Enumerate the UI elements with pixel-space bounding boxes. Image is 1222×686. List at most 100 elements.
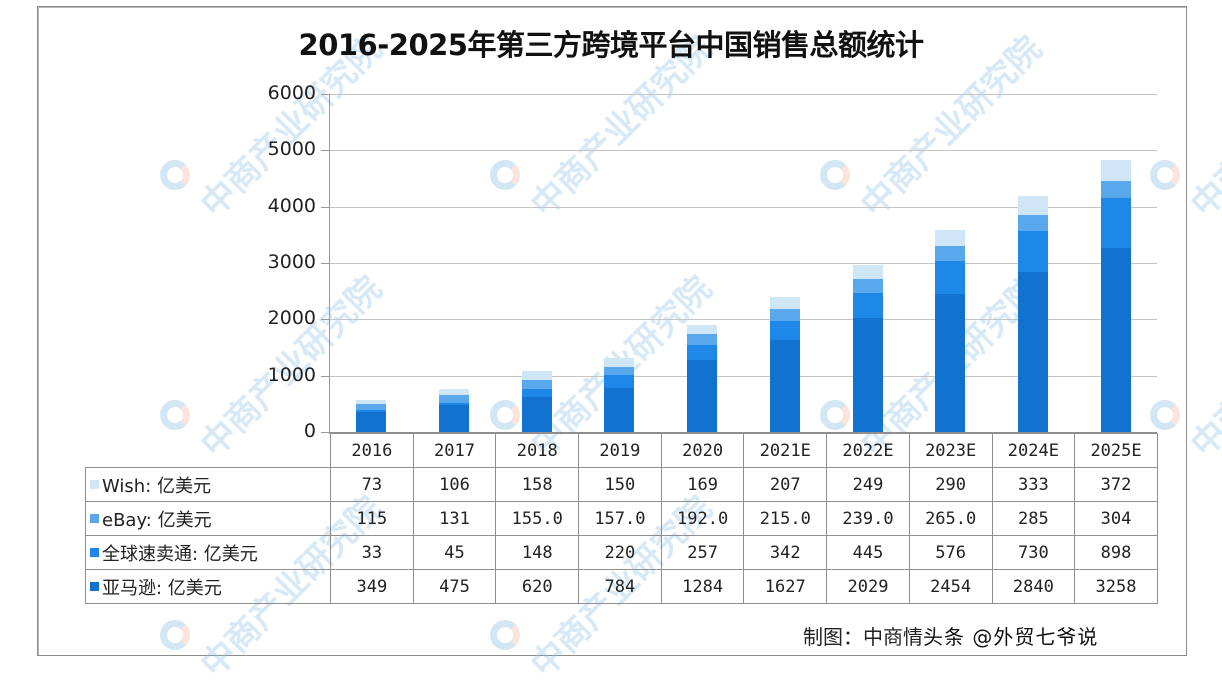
bar-2017 [439,389,469,432]
bar-segment [522,371,552,381]
year-header: 2021E [743,433,828,468]
bar-2023E [935,230,965,432]
value-cell: 445 [826,535,910,570]
bar-2018 [522,371,552,432]
value-cell: 257 [660,535,745,570]
gridline [330,207,1157,208]
bar-segment [439,402,469,406]
bar-2021E [770,297,800,432]
bar-segment [1018,272,1048,432]
value-cell: 106 [412,467,497,502]
legend-swatch-icon [90,582,99,591]
bar-segment [853,317,883,432]
bar-2025E [1101,159,1131,432]
watermark-logo-icon [490,400,520,430]
value-cell: 475 [412,569,497,604]
value-cell: 1284 [660,569,745,604]
year-header: 2017 [412,433,497,468]
watermark-logo-icon [160,160,190,190]
bar-segment [604,375,634,388]
value-cell: 620 [495,569,580,604]
value-cell: 304 [1074,501,1158,536]
bar-2019 [604,358,634,432]
gridline [330,94,1157,95]
value-cell: 285 [991,501,1076,536]
bar-segment [687,324,717,335]
year-header: 2019 [578,433,662,468]
series-label: Wish: 亿美元 [102,475,211,497]
value-cell: 150 [578,467,662,502]
value-cell: 290 [908,467,993,502]
bar-segment [853,292,883,318]
value-cell: 157.0 [578,501,662,536]
author-overlay: 头条 @外贸七爷说 [923,625,1099,649]
value-cell: 207 [743,467,828,502]
value-cell: 730 [991,535,1076,570]
value-cell: 155.0 [495,501,580,536]
value-cell: 158 [495,467,580,502]
bar-segment [439,395,469,403]
y-tick-mark [321,432,330,433]
value-cell: 349 [330,569,414,604]
y-tick-label: 5000 [267,138,316,160]
bar-segment [935,293,965,432]
bar-segment [1101,197,1131,249]
bar-segment [1101,180,1131,198]
gridline [330,376,1157,377]
bar-segment [1018,214,1048,231]
bar-segment [770,340,800,432]
value-cell: 239.0 [826,501,910,536]
table-row: 全球速卖通: 亿美元 33 45 148 220 257 342 445 576 730 898 [85,535,1158,570]
watermark-logo-icon [490,620,520,650]
bar-segment [439,389,469,396]
bar-segment [1101,248,1131,432]
bar-2024E [1018,196,1048,432]
bar-segment [935,246,965,262]
watermark-logo-icon [490,160,520,190]
value-cell: 342 [743,535,828,570]
watermark-logo-icon [160,620,190,650]
bar-segment [356,412,386,432]
year-header: 2024E [991,433,1076,468]
bar-segment [522,380,552,389]
y-tick-mark [321,263,330,264]
bar-segment [356,410,386,413]
gridline [330,319,1157,320]
value-cell: 33 [330,535,414,570]
bar-segment [687,334,717,346]
value-cell: 192.0 [660,501,745,536]
value-cell: 372 [1074,467,1158,502]
year-header: 2020 [660,433,745,468]
value-cell: 148 [495,535,580,570]
bar-segment [522,388,552,398]
y-tick-mark [321,207,330,208]
year-header: 2025E [1074,433,1158,468]
bar-segment [1018,230,1048,272]
value-cell: 2029 [826,569,910,604]
value-cell: 115 [330,501,414,536]
y-tick-label: 3000 [267,251,316,273]
y-tick-mark [321,376,330,377]
legend-swatch-icon [90,514,99,523]
source-credit: 制图：中商情头条 @外贸七爷说 [803,621,1098,650]
series-label-cell: 亚马逊: 亿美元 [85,569,331,604]
bar-segment [770,297,800,309]
series-label-cell: Wish: 亿美元 [85,467,331,502]
watermark-logo-icon [160,400,190,430]
value-cell: 220 [578,535,662,570]
watermark-logo-icon [820,160,850,190]
year-header: 2023E [908,433,993,468]
bar-segment [356,404,386,411]
legend-swatch-icon [90,480,99,489]
bar-segment [687,345,717,360]
bar-segment [1018,196,1048,215]
series-label: eBay: 亿美元 [102,509,212,531]
bar-segment [687,359,717,432]
table-row: eBay: 亿美元 115 131 155.0 157.0 192.0 215.0 239.0… [85,501,1158,536]
series-label-cell: eBay: 亿美元 [85,501,331,536]
bar-segment [604,358,634,367]
chart-title: 2016-2025年第三方跨境平台中国销售总额统计 [298,28,924,62]
series-label: 全球速卖通: 亿美元 [102,543,258,565]
bar-2020 [687,324,717,432]
watermark-logo-icon [820,400,850,430]
